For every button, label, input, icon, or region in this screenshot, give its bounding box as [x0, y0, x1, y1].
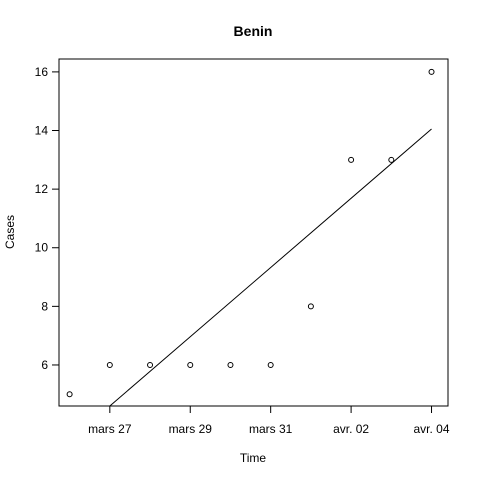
trend-line-group — [109, 128, 432, 407]
data-point — [307, 303, 314, 310]
y-tick-label: 6 — [41, 358, 48, 372]
trend-line — [109, 128, 432, 407]
data-points — [66, 68, 435, 398]
x-tick-label: avr. 04 — [414, 422, 450, 436]
x-tick-label: mars 27 — [88, 422, 132, 436]
data-point — [227, 361, 234, 368]
x-tick-label: mars 31 — [249, 422, 293, 436]
y-axis-label: Cases — [3, 215, 17, 249]
x-tick-label: avr. 02 — [333, 422, 369, 436]
y-axis: 6 8 10 12 14 16 — [35, 65, 59, 372]
x-tick-label: mars 29 — [169, 422, 213, 436]
y-tick-label: 12 — [35, 182, 49, 196]
x-axis: mars 27 mars 29 mars 31 avr. 02 avr. 04 — [88, 406, 450, 436]
data-point — [267, 361, 274, 368]
plot-area-frame — [58, 58, 449, 407]
y-tick-label: 14 — [35, 124, 49, 138]
chart-title: Benin — [234, 23, 273, 39]
data-point — [348, 156, 355, 163]
y-tick-label: 10 — [35, 241, 49, 255]
data-point — [388, 156, 395, 163]
data-point — [187, 361, 194, 368]
data-point — [106, 361, 113, 368]
y-tick-label: 16 — [35, 65, 49, 79]
x-axis-label: Time — [240, 451, 267, 465]
y-tick-label: 8 — [41, 299, 48, 313]
data-point — [66, 391, 73, 398]
data-point — [428, 68, 435, 75]
data-point — [147, 361, 154, 368]
